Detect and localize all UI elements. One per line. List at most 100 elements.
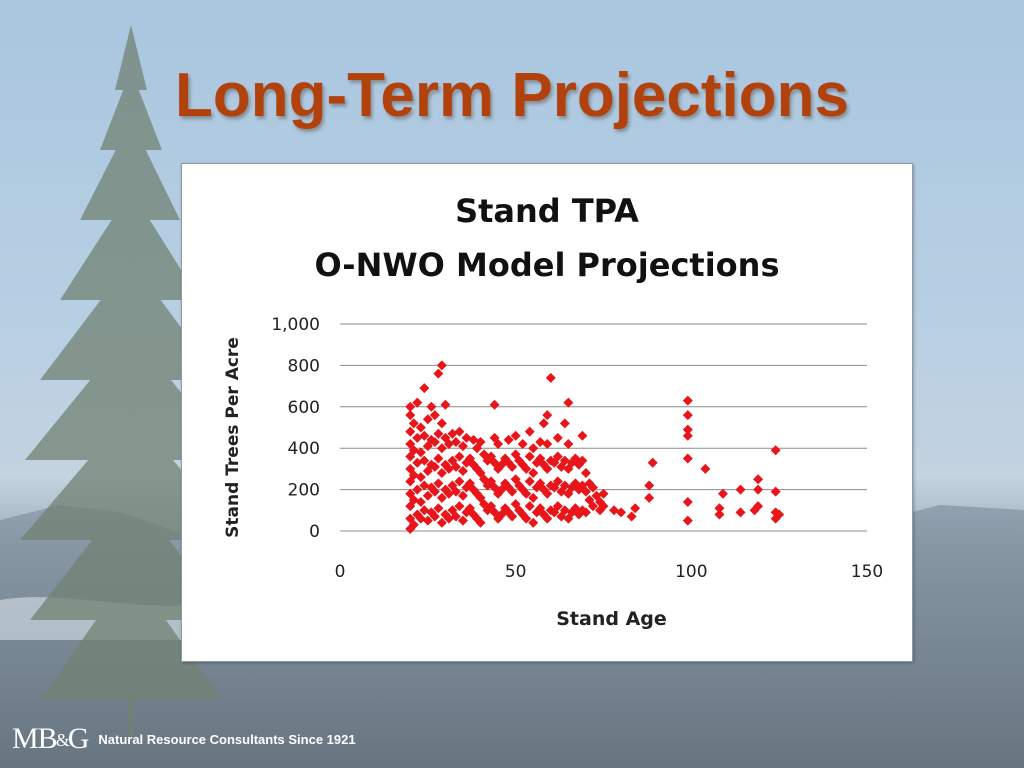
data-point [770, 513, 781, 524]
data-point [531, 507, 542, 518]
data-point [457, 490, 468, 501]
data-point [405, 401, 416, 412]
data-point [542, 463, 553, 474]
data-point [531, 457, 542, 468]
data-point [577, 430, 588, 441]
data-point [426, 401, 437, 412]
data-point [419, 455, 430, 466]
data-point [580, 507, 591, 518]
data-point [580, 468, 591, 479]
data-point [682, 497, 693, 508]
data-point [440, 399, 451, 410]
data-point [644, 492, 655, 503]
tree-silhouette [20, 25, 240, 740]
data-point [594, 505, 605, 516]
data-point [521, 463, 532, 474]
data-point [549, 507, 560, 518]
data-point [433, 368, 444, 379]
data-point [450, 436, 461, 447]
data-point [429, 461, 440, 472]
data-point [433, 478, 444, 489]
data-point [489, 399, 500, 410]
data-point [542, 410, 553, 421]
data-point [753, 474, 764, 485]
x-tick-label: 50 [505, 562, 527, 582]
data-point [493, 439, 504, 450]
data-point [563, 463, 574, 474]
data-point [700, 463, 711, 474]
data-point [545, 372, 556, 383]
data-point [454, 501, 465, 512]
data-point [517, 484, 528, 495]
chart-panel: Stand TPA O-NWO Model Projections 0 200 40… [181, 163, 913, 662]
data-point [422, 490, 433, 501]
data-point [594, 497, 605, 508]
data-point [450, 486, 461, 497]
data-point [549, 457, 560, 468]
data-point [507, 486, 518, 497]
data-point [521, 513, 532, 524]
data-point [436, 418, 447, 429]
data-point [682, 410, 693, 421]
data-point [436, 492, 447, 503]
data-point [422, 515, 433, 526]
data-point [507, 461, 518, 472]
data-point [419, 383, 430, 394]
data-point [717, 488, 728, 499]
y-tick-label: 400 [288, 439, 320, 459]
data-point [436, 360, 447, 371]
data-point [577, 505, 588, 516]
data-point [630, 503, 641, 514]
data-point [429, 486, 440, 497]
data-point [682, 430, 693, 441]
data-point [429, 410, 440, 421]
data-point [475, 517, 486, 528]
data-point [415, 472, 426, 483]
data-point [454, 451, 465, 462]
data-point [517, 439, 528, 450]
data-point [616, 507, 627, 518]
data-point [552, 451, 563, 462]
data-point [412, 484, 423, 495]
data-point [412, 397, 423, 408]
data-point [552, 476, 563, 487]
data-point [587, 482, 598, 493]
data-point [524, 451, 535, 462]
data-point [770, 445, 781, 456]
company-logo: MB&G [12, 722, 89, 755]
data-point [528, 443, 539, 454]
data-point [587, 501, 598, 512]
data-point [563, 513, 574, 524]
data-point [443, 513, 454, 524]
data-point [507, 511, 518, 522]
chart-subtitle: O-NWO Model Projections [314, 246, 780, 284]
y-axis-title: Stand Trees Per Acre [223, 337, 243, 538]
data-point [770, 486, 781, 497]
data-point [426, 434, 437, 445]
chart-title: Stand TPA [455, 192, 639, 230]
data-point [454, 476, 465, 487]
data-point [580, 486, 591, 497]
data-point [433, 453, 444, 464]
y-tick-label: 200 [288, 481, 320, 501]
data-point [521, 488, 532, 499]
slide-title: Long-Term Projections [174, 61, 849, 130]
data-point [517, 459, 528, 470]
data-point [598, 501, 609, 512]
data-point [415, 497, 426, 508]
data-point [682, 424, 693, 435]
y-tick-label: 600 [288, 398, 320, 418]
x-tick-label: 100 [675, 562, 707, 582]
data-point [419, 430, 430, 441]
data-point [524, 476, 535, 487]
data-point [531, 482, 542, 493]
footer: MB&G Natural Resource Consultants Since … [12, 722, 356, 756]
data-point [774, 509, 785, 520]
data-point [598, 488, 609, 499]
data-point [563, 397, 574, 408]
data-point [450, 461, 461, 472]
data-point [454, 426, 465, 437]
data-point [524, 501, 535, 512]
data-point [457, 465, 468, 476]
data-point [682, 395, 693, 406]
